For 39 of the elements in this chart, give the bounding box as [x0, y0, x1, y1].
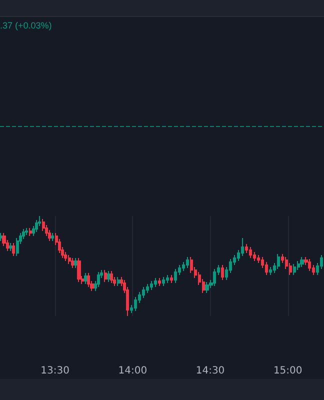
candlestick: [25, 228, 28, 236]
candlestick: [68, 254, 71, 264]
candlestick: [174, 268, 177, 284]
candlestick: [87, 272, 90, 288]
candlestick: [158, 278, 161, 286]
candlestick: [162, 276, 165, 286]
candlestick: [300, 256, 304, 268]
x-tick-label: 14:00: [118, 366, 148, 376]
text: .37 (+0.03%): [0, 20, 52, 30]
candlestick: [71, 258, 74, 268]
candlestick: [29, 228, 32, 236]
candlestick: [154, 278, 157, 288]
candlestick: [269, 266, 272, 276]
candlestick: [84, 272, 87, 284]
candlestick: [170, 274, 173, 284]
candlestick: [77, 258, 81, 282]
candlestick: [249, 246, 252, 258]
x-tick-label: 15:00: [273, 366, 302, 376]
candlestick: [35, 220, 38, 232]
candlestick: [166, 274, 169, 284]
candlestick: [213, 268, 216, 286]
candlestick: [12, 242, 15, 256]
candlestick: [110, 270, 113, 284]
candlestick: [117, 276, 120, 286]
candlestick: [150, 280, 153, 290]
candlestick: [51, 232, 54, 242]
candlestick: [293, 264, 296, 276]
candlestick: [308, 258, 311, 272]
x-tick-label: 14:30: [196, 366, 225, 376]
candlestick: [74, 258, 77, 268]
candlestick: [221, 264, 224, 280]
candlestick: [186, 256, 189, 268]
candlestick: [9, 242, 12, 252]
x-tick-label: 13:30: [40, 366, 70, 376]
candlestick: [277, 254, 280, 270]
candlestick: [205, 282, 209, 294]
candlestick: [97, 272, 100, 288]
candlestick: [107, 270, 110, 282]
candlestick: [104, 270, 107, 282]
